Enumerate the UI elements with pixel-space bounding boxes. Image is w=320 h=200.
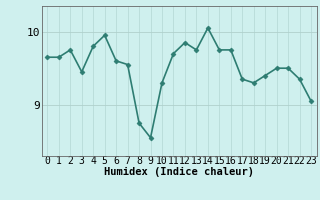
X-axis label: Humidex (Indice chaleur): Humidex (Indice chaleur) <box>104 167 254 177</box>
